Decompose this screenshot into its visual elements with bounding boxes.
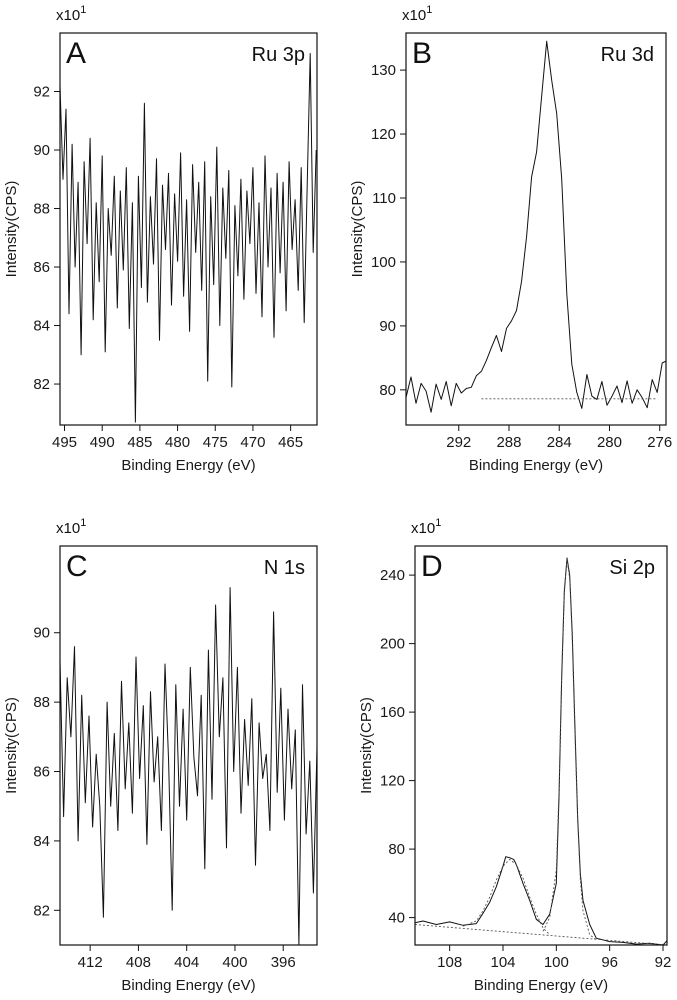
- x-tick-label-c: 412: [78, 954, 103, 971]
- y-tick-label-b: 120: [371, 126, 396, 143]
- y-tick-label-c: 86: [33, 764, 50, 781]
- panel-d: 108 104 100 96 92 40 80 120 160 200 240 Binding Ene…: [358, 517, 671, 994]
- panel-title-d: Si 2p: [609, 557, 655, 579]
- series-b-spectrum: [405, 40, 667, 413]
- x-tick-label-a: 470: [240, 434, 265, 451]
- x-tick-label-d: 100: [544, 954, 569, 971]
- x-tick-label-d: 92: [655, 954, 672, 971]
- x-axis-label-b: Binding Energy (eV): [469, 457, 603, 474]
- y-tick-label-d: 200: [380, 636, 405, 653]
- panel-letter-d: D: [421, 550, 443, 583]
- x-axis-label-a: Binding Energy (eV): [121, 457, 255, 474]
- x-tick-label-a: 480: [165, 434, 190, 451]
- y-tick-label-b: 110: [372, 190, 396, 207]
- y-tick-label-a: 86: [33, 259, 50, 276]
- y-tick-label-d: 80: [388, 841, 405, 858]
- panel-letter-c: C: [66, 550, 88, 583]
- panel-letter-a: A: [66, 37, 86, 70]
- series-c-spectrum: [59, 587, 318, 946]
- x-tick-label-b: 292: [446, 434, 471, 451]
- series-d-spectrum: [414, 557, 668, 946]
- x-tick-label-a: 465: [278, 434, 303, 451]
- y-tick-label-c: 82: [33, 902, 50, 919]
- y-axis-label-a: Intensity(CPS): [3, 181, 20, 278]
- plot-frame-a: [59, 32, 318, 426]
- y-tick-label-c: 90: [33, 625, 50, 642]
- x-axis-label-c: Binding Energy (eV): [121, 977, 255, 994]
- x-axis-label-d: Binding Energy (eV): [474, 977, 608, 994]
- x-tick-label-c: 404: [174, 954, 199, 971]
- x-tick-label-a: 490: [90, 434, 115, 451]
- y-tick-label-d: 120: [380, 773, 405, 790]
- y-multiplier-a: x101: [56, 4, 86, 24]
- x-tick-label-c: 396: [271, 954, 296, 971]
- y-axis-label-d: Intensity(CPS): [358, 697, 375, 794]
- y-multiplier-b: x101: [402, 4, 432, 24]
- y-tick-label-a: 90: [33, 142, 50, 159]
- y-axis-label-c: Intensity(CPS): [3, 697, 20, 794]
- plot-frame-b: [405, 32, 667, 426]
- y-tick-label-c: 84: [33, 833, 50, 850]
- y-tick-label-c: 88: [33, 694, 50, 711]
- x-tick-label-b: 288: [496, 434, 521, 451]
- y-axis-label-b: Intensity(CPS): [349, 181, 366, 278]
- y-tick-label-a: 84: [33, 318, 50, 335]
- y-tick-label-d: 40: [388, 910, 405, 927]
- panel-a: 495 490 485 480 475 470 465 82 84 86 88 90 92 Binding…: [3, 4, 318, 474]
- y-tick-label-b: 100: [371, 254, 396, 271]
- x-tick-label-a: 495: [52, 434, 77, 451]
- series-a-spectrum: [59, 53, 317, 423]
- panel-b: 292 288 284 280 276 80 90 100 110 120 130 Binding E…: [349, 4, 672, 474]
- panel-title-b: Ru 3d: [601, 44, 654, 66]
- panel-c: 412 408 404 400 396 82 84 86 88 90 Binding Energy …: [3, 517, 318, 994]
- y-multiplier-d: x101: [411, 517, 441, 537]
- x-tick-label-c: 408: [126, 954, 151, 971]
- series-d-fit-100eV-component: [462, 858, 551, 936]
- x-tick-label-a: 485: [127, 434, 152, 451]
- x-tick-label-b: 280: [597, 434, 622, 451]
- x-tick-label-d: 108: [437, 954, 462, 971]
- y-tick-label-b: 130: [371, 62, 396, 79]
- y-tick-label-b: 80: [379, 382, 396, 399]
- y-multiplier-c: x101: [56, 517, 86, 537]
- plot-frame-d: [414, 545, 668, 946]
- y-tick-label-b: 90: [379, 318, 396, 335]
- x-tick-label-c: 400: [222, 954, 247, 971]
- x-tick-label-b: 284: [547, 434, 572, 451]
- y-tick-label-a: 82: [33, 376, 50, 393]
- panel-title-c: N 1s: [264, 557, 305, 579]
- panel-letter-b: B: [412, 37, 432, 70]
- series-d-baseline: [414, 924, 668, 946]
- y-tick-label-a: 88: [33, 201, 50, 218]
- y-tick-label-d: 160: [380, 704, 405, 721]
- x-tick-label-d: 96: [601, 954, 618, 971]
- panel-title-a: Ru 3p: [252, 44, 305, 66]
- series-d-fit-99eV-component: [542, 559, 597, 941]
- plot-frame-c: [59, 545, 318, 946]
- x-tick-label-b: 276: [647, 434, 672, 451]
- y-tick-label-d: 240: [380, 567, 405, 584]
- x-tick-label-d: 104: [490, 954, 515, 971]
- x-tick-label-a: 475: [203, 434, 228, 451]
- y-tick-label-a: 92: [33, 84, 50, 101]
